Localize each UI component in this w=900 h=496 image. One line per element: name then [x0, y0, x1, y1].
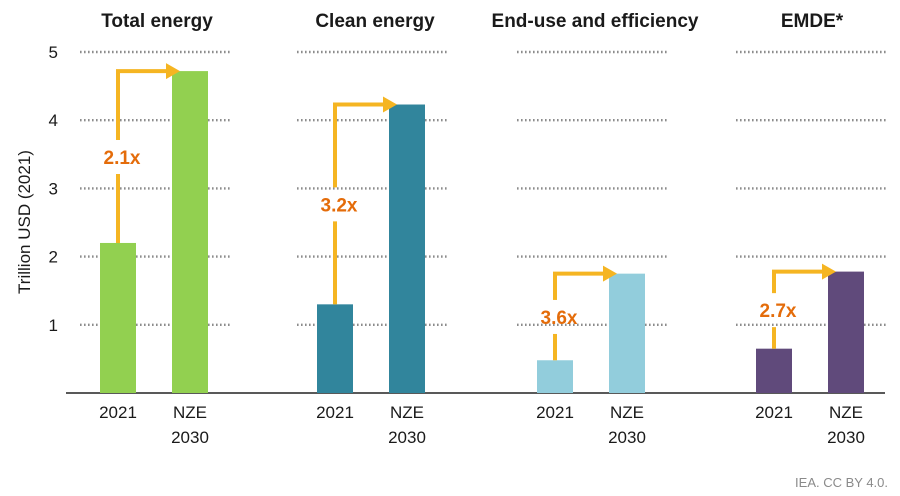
category-label: 2021: [99, 403, 137, 422]
category-label: 2021: [536, 403, 574, 422]
bar: [389, 104, 425, 393]
multiplier-label: 3.6x: [541, 308, 578, 329]
y-axis-label: Trillion USD (2021): [15, 150, 34, 294]
multiplier-label: 3.2x: [321, 195, 358, 216]
bar: [537, 360, 573, 393]
arrow-head-icon: [166, 63, 180, 80]
source-note: IEA. CC BY 4.0.: [795, 475, 888, 490]
y-tick-label: 4: [49, 111, 58, 130]
category-label: 2021: [316, 403, 354, 422]
y-tick-label: 2: [49, 248, 58, 267]
panel-title: EMDE*: [781, 11, 844, 32]
category-label: 2030: [827, 428, 865, 447]
arrow-head-icon: [603, 265, 617, 282]
category-label: 2030: [388, 428, 426, 447]
bar: [172, 71, 208, 393]
category-label: 2021: [755, 403, 793, 422]
y-tick-label: 5: [49, 43, 58, 62]
arrow-head-icon: [383, 96, 397, 113]
category-label: NZE: [829, 403, 863, 422]
category-label: NZE: [390, 403, 424, 422]
bar: [317, 304, 353, 393]
panel-title: Clean energy: [315, 11, 435, 32]
category-label: 2030: [171, 428, 209, 447]
bar: [756, 348, 792, 393]
y-tick-label: 1: [49, 316, 58, 335]
bar: [100, 242, 136, 393]
multiplier-label: 2.7x: [760, 301, 797, 322]
arrow-head-icon: [822, 263, 836, 280]
bar: [828, 271, 864, 393]
category-label: 2030: [608, 428, 646, 447]
bar: [609, 273, 645, 393]
panel-title: Total energy: [101, 11, 213, 32]
panel-title: End-use and efficiency: [492, 11, 699, 32]
multiplier-label: 2.1x: [104, 148, 141, 169]
category-label: NZE: [610, 403, 644, 422]
category-label: NZE: [173, 403, 207, 422]
y-tick-label: 3: [49, 179, 58, 198]
